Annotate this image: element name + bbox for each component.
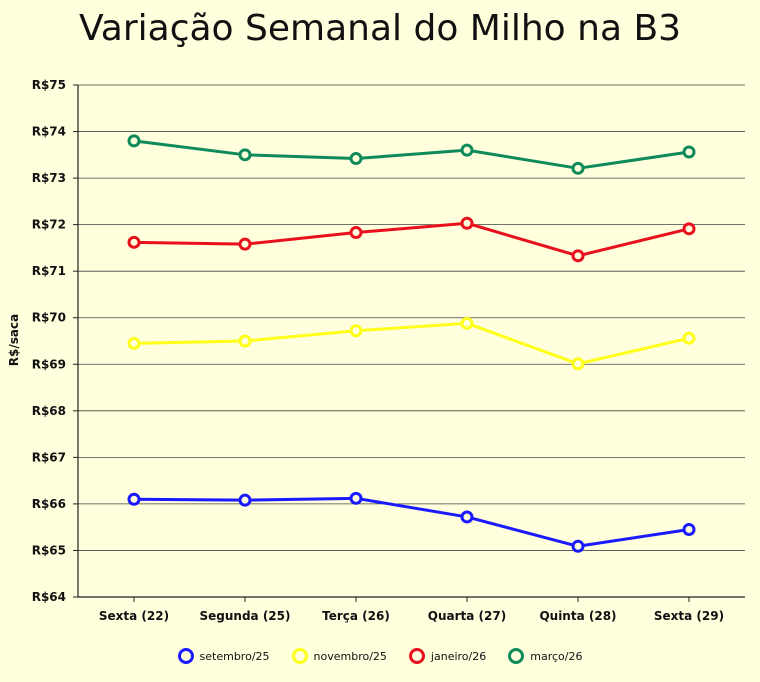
data-point [127,492,141,506]
y-tick-label: R$64 [32,590,66,604]
data-point [682,222,696,236]
legend-item: janeiro/26 [408,648,487,664]
data-point [349,324,363,338]
legend-label: janeiro/26 [430,649,487,663]
data-point [238,493,252,507]
data-point [682,145,696,159]
y-tick-label: R$65 [32,543,66,557]
data-point [682,523,696,537]
legend-label: março/26 [530,649,583,663]
x-tick-labels: Sexta (22) Segunda (25) Terça (26) Quarta (… [99,609,724,623]
chart-title: Variação Semanal do Milho na B3 [78,8,682,49]
y-tick-label: R$66 [32,497,66,511]
data-point [349,152,363,166]
legend-item: março/26 [508,648,582,664]
data-point [571,539,585,553]
x-tick-label: Sexta (29) [654,609,724,623]
legend-item: novembro/25 [291,648,387,664]
data-point [460,510,474,524]
series-line [133,221,690,258]
series-points [127,134,696,553]
legend: setembro/25 novembro/25 janeiro/26 março/26 [0,648,760,664]
series-line [133,321,690,366]
data-point [571,161,585,175]
y-tick-label: R$70 [32,311,66,325]
data-point [127,235,141,249]
x-tick-label: Quinta (28) [539,609,616,623]
x-tick-label: Sexta (22) [99,609,169,623]
y-axis-label: R$/saca [7,314,21,366]
series-line [133,139,690,170]
y-tick-labels: R$64 R$65 R$66 R$67 R$68 R$69 R$70 R$71 R$72 R$73… [32,78,66,604]
axes [77,85,745,602]
data-point [571,249,585,263]
legend-marker [508,648,525,664]
data-point [127,336,141,350]
y-tick-label: R$75 [32,78,66,92]
series-lines [133,139,690,548]
y-tick-label: R$69 [32,357,66,371]
x-tick-label: Segunda (25) [200,609,291,623]
data-point [238,334,252,348]
legend-marker [291,648,308,664]
y-tick-label: R$71 [32,264,66,278]
data-point [682,331,696,345]
y-tick-label: R$72 [32,218,66,232]
y-tick-label: R$68 [32,404,66,418]
data-point [238,237,252,251]
legend-item: setembro/25 [177,648,270,664]
y-tick-label: R$74 [32,125,66,139]
x-tick-label: Quarta (27) [428,609,506,623]
data-point [571,357,585,371]
data-point [349,226,363,240]
legend-marker [408,648,425,664]
series-line [133,496,690,548]
data-point [127,134,141,148]
gridlines [73,84,745,598]
x-tick-label: Terça (26) [322,609,390,623]
data-point [460,143,474,157]
legend-label: setembro/25 [199,649,270,663]
y-tick-label: R$67 [32,450,66,464]
y-tick-label: R$73 [32,171,66,185]
data-point [460,216,474,230]
data-point [349,491,363,505]
data-point [460,316,474,330]
legend-marker [177,648,194,664]
data-point [238,148,252,162]
legend-label: novembro/25 [313,649,387,663]
